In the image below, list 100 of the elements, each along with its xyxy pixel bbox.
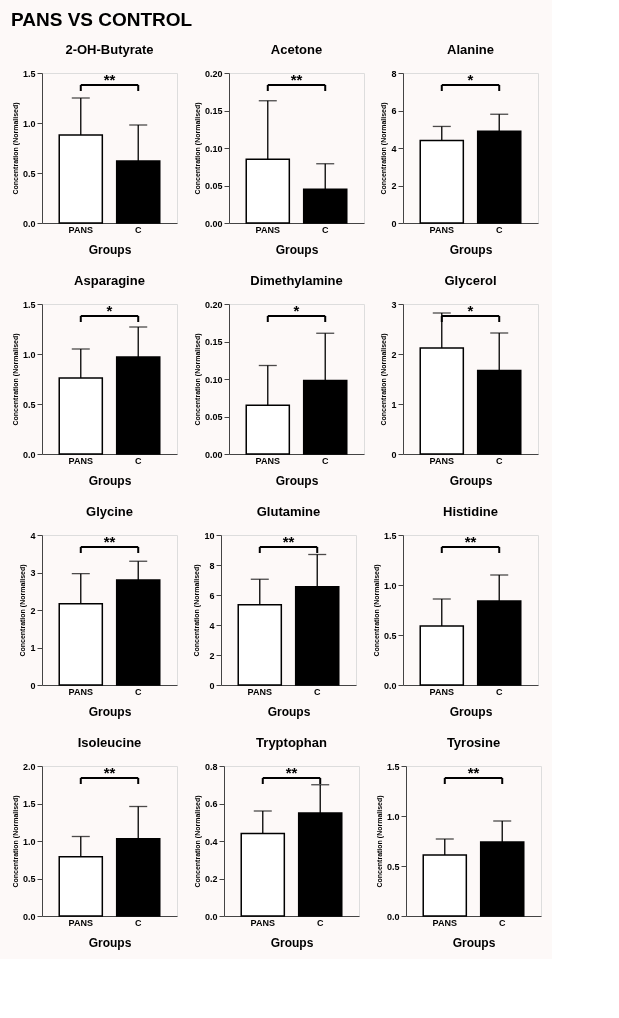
chart-title: Glycerol (444, 273, 497, 288)
chart-title: 2-OH-Butyrate (65, 42, 154, 57)
y-tick-label: 0.0 (204, 911, 218, 922)
annotation: ** (464, 533, 477, 550)
x-tick-label: PANS (429, 224, 454, 235)
y-tick-label: 0.15 (204, 106, 223, 116)
x-tick-label: C (495, 686, 503, 697)
x-tick-label: C (134, 686, 142, 697)
x-tick-label: C (134, 224, 142, 235)
x-tick-label: C (321, 224, 329, 235)
chart-title: Alanine (447, 42, 494, 57)
y-tick-label: 0.4 (204, 836, 218, 847)
y-tick-label: 0.5 (383, 630, 397, 641)
y-tick-label: 4 (209, 620, 215, 631)
y-tick-label: 0.5 (22, 399, 36, 410)
y-tick-label: 2 (30, 605, 36, 616)
x-tick-label: PANS (68, 686, 93, 697)
x-tick-label: PANS (429, 686, 454, 697)
annotation: ** (282, 533, 295, 550)
x-axis-title: Groups (270, 935, 314, 950)
annotation: * (467, 71, 474, 88)
y-tick-label: 1.5 (383, 530, 397, 541)
x-axis-title: Groups (449, 704, 493, 719)
chart-title: Tyrosine (446, 735, 501, 750)
y-tick-label: 0.05 (204, 181, 223, 191)
y-tick-label: 1.5 (22, 299, 36, 310)
y-tick-label: 4 (391, 143, 397, 154)
annotation: ** (285, 764, 298, 781)
y-tick-label: 2.0 (22, 761, 36, 772)
chart-title: Glutamine (256, 504, 321, 519)
x-axis-title: Groups (88, 935, 132, 950)
y-tick-label: 0.0 (22, 911, 36, 922)
y-tick-label: 1.5 (22, 68, 36, 79)
x-tick-label: C (495, 455, 503, 466)
x-axis-title: Groups (452, 935, 496, 950)
x-tick-label: C (134, 455, 142, 466)
x-tick-label: C (313, 686, 321, 697)
y-tick-label: 0.8 (204, 761, 218, 772)
x-axis-title: Groups (275, 473, 319, 488)
y-tick-label: 0.0 (386, 911, 400, 922)
y-tick-label: 1.0 (386, 811, 400, 822)
x-tick-label: PANS (68, 224, 93, 235)
x-axis-title: Groups (449, 473, 493, 488)
y-tick-label: 0.10 (204, 143, 223, 154)
x-tick-label: C (321, 455, 329, 466)
x-tick-label: PANS (68, 455, 93, 466)
chart-title: Histidine (443, 504, 498, 519)
x-axis-title: Groups (88, 704, 132, 719)
x-axis-title: Groups (275, 242, 319, 257)
annotation: ** (467, 764, 480, 781)
y-tick-label: 0.15 (204, 337, 223, 347)
x-axis-title: Groups (267, 704, 311, 719)
y-tick-label: 0 (391, 218, 397, 229)
annotation: ** (103, 764, 116, 781)
y-tick-label: 2 (391, 181, 397, 191)
y-tick-label: 4 (30, 530, 36, 541)
x-tick-label: PANS (255, 455, 280, 466)
x-tick-label: PANS (247, 686, 272, 697)
x-axis-title: Groups (88, 242, 132, 257)
y-tick-label: 0.00 (204, 449, 223, 460)
y-tick-label: 0.20 (204, 299, 223, 310)
y-tick-label: 8 (209, 560, 215, 571)
x-tick-label: PANS (255, 224, 280, 235)
y-tick-label: 3 (391, 299, 397, 310)
annotation: * (293, 302, 300, 319)
y-tick-label: 10 (204, 530, 215, 541)
chart-title: Glycine (86, 504, 133, 519)
annotation: ** (103, 71, 116, 88)
x-tick-label: PANS (432, 917, 457, 928)
x-tick-label: PANS (429, 455, 454, 466)
x-tick-label: C (316, 917, 324, 928)
annotation: * (106, 302, 113, 319)
y-tick-label: 0 (30, 680, 36, 691)
annotation: ** (290, 71, 303, 88)
text: PANS VS CONTROL (10, 8, 193, 30)
chart-title: Dimethylamine (250, 273, 343, 288)
y-tick-label: 0.05 (204, 412, 223, 422)
y-tick-label: 2 (209, 650, 215, 661)
y-tick-label: 6 (391, 106, 397, 116)
y-tick-label: 1.0 (22, 118, 36, 129)
y-tick-label: 0.00 (204, 218, 223, 229)
y-tick-label: 1.0 (22, 836, 36, 847)
y-tick-label: 1 (30, 643, 36, 653)
annotation: * (467, 302, 474, 319)
y-tick-label: 8 (391, 68, 397, 79)
x-tick-label: C (498, 917, 506, 928)
y-tick-label: 0 (391, 449, 397, 460)
y-tick-label: 0.0 (383, 680, 397, 691)
y-tick-label: 3 (30, 568, 36, 578)
y-tick-label: 0.5 (386, 861, 400, 872)
y-tick-label: 2 (391, 349, 397, 360)
y-tick-label: 0.5 (22, 874, 36, 884)
y-tick-label: 0.0 (22, 218, 36, 229)
x-tick-label: C (495, 224, 503, 235)
x-axis-title: Groups (449, 242, 493, 257)
y-tick-label: 0.0 (22, 449, 36, 460)
y-tick-label: 1.0 (22, 349, 36, 360)
y-tick-label: 0.6 (204, 799, 218, 809)
y-tick-label: 1.5 (22, 799, 36, 809)
annotation: ** (103, 533, 116, 550)
